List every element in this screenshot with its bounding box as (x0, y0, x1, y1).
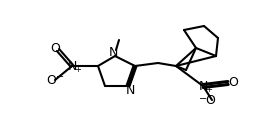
Text: N: N (67, 59, 77, 72)
Text: N: N (108, 46, 118, 59)
Text: O: O (50, 42, 60, 55)
Text: O: O (205, 94, 215, 107)
Text: N: N (198, 79, 208, 92)
Text: −: − (199, 94, 207, 104)
Text: −: − (56, 72, 64, 82)
Text: +: + (75, 64, 81, 74)
Text: N: N (125, 84, 135, 98)
Text: +: + (205, 84, 212, 94)
Text: O: O (228, 76, 238, 90)
Text: O: O (46, 74, 56, 87)
